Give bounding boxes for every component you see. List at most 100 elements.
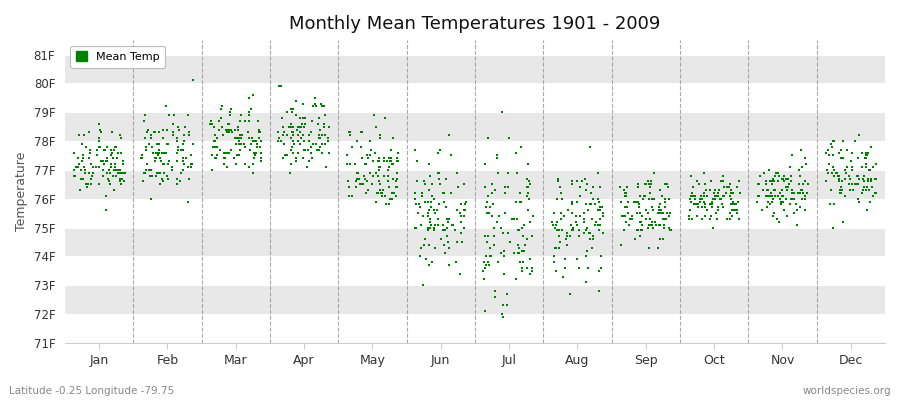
Point xyxy=(249,144,264,150)
Point xyxy=(428,210,442,216)
Point xyxy=(705,213,719,219)
Point xyxy=(230,152,245,159)
Point xyxy=(829,170,843,176)
Point xyxy=(618,190,633,196)
Point xyxy=(291,124,305,130)
Point xyxy=(249,141,264,147)
Point xyxy=(790,222,805,228)
Point xyxy=(386,135,400,141)
Point xyxy=(92,135,106,141)
Point xyxy=(500,184,515,190)
Point xyxy=(784,196,798,202)
Point xyxy=(550,196,564,202)
Point xyxy=(420,227,435,234)
Point xyxy=(649,222,663,228)
Point xyxy=(563,291,578,297)
Point xyxy=(711,207,725,214)
Point xyxy=(171,144,185,150)
Point xyxy=(852,175,867,182)
Point xyxy=(580,248,595,254)
Point xyxy=(181,164,195,170)
Point xyxy=(108,161,122,167)
Point xyxy=(695,196,709,202)
Point xyxy=(233,135,248,141)
Point xyxy=(92,181,106,188)
Point xyxy=(836,218,850,225)
Point xyxy=(732,216,746,222)
Point xyxy=(208,132,222,138)
Point xyxy=(221,129,236,136)
Point xyxy=(487,233,501,239)
Point xyxy=(495,109,509,116)
Point xyxy=(520,175,535,182)
Point xyxy=(234,132,248,138)
Point xyxy=(622,222,636,228)
Text: Latitude -0.25 Longitude -79.75: Latitude -0.25 Longitude -79.75 xyxy=(9,386,175,396)
Point xyxy=(423,172,437,179)
Point xyxy=(140,129,154,136)
Point xyxy=(210,144,224,150)
Point xyxy=(372,164,386,170)
Point xyxy=(382,155,396,162)
Point xyxy=(169,181,184,188)
Point xyxy=(519,193,534,199)
Point xyxy=(280,152,294,159)
Point xyxy=(186,141,201,147)
Point xyxy=(854,164,868,170)
Point xyxy=(579,201,593,208)
Point xyxy=(660,210,674,216)
Point xyxy=(819,178,833,185)
Point xyxy=(824,201,838,208)
Point xyxy=(716,204,730,210)
Point xyxy=(453,270,467,277)
Point xyxy=(442,262,456,268)
Point xyxy=(160,161,175,167)
Point xyxy=(757,170,771,176)
Point xyxy=(593,216,608,222)
Point xyxy=(590,170,605,176)
Point xyxy=(788,201,803,208)
Point xyxy=(795,196,809,202)
Point xyxy=(178,124,193,130)
Point xyxy=(703,201,717,208)
Point xyxy=(635,227,650,234)
Point xyxy=(109,144,123,150)
Point xyxy=(476,259,491,265)
Point xyxy=(496,302,510,309)
Point xyxy=(482,204,497,210)
Point xyxy=(579,279,593,286)
Point xyxy=(390,175,404,182)
Point xyxy=(361,155,375,162)
Point xyxy=(779,184,794,190)
Point xyxy=(709,216,724,222)
Point xyxy=(317,124,331,130)
Point xyxy=(426,193,440,199)
Point xyxy=(85,175,99,182)
Point xyxy=(866,164,880,170)
Point xyxy=(795,187,809,193)
Point xyxy=(511,250,526,257)
Point xyxy=(289,155,303,162)
Point xyxy=(570,222,584,228)
Point xyxy=(209,155,223,162)
Point xyxy=(761,198,776,205)
Point xyxy=(432,170,446,176)
Point xyxy=(298,146,312,153)
Point xyxy=(835,178,850,185)
Point xyxy=(112,170,127,176)
Point xyxy=(827,167,842,173)
Point xyxy=(431,149,446,156)
Point xyxy=(363,152,377,159)
Point xyxy=(240,129,255,136)
Point xyxy=(348,178,363,185)
Point xyxy=(562,207,576,214)
Point xyxy=(765,175,779,182)
Point xyxy=(277,152,292,159)
Point xyxy=(360,178,374,185)
Point xyxy=(79,184,94,190)
Point xyxy=(373,181,387,188)
Point xyxy=(775,175,789,182)
Point xyxy=(729,210,743,216)
Point xyxy=(565,227,580,234)
Point xyxy=(759,181,773,188)
